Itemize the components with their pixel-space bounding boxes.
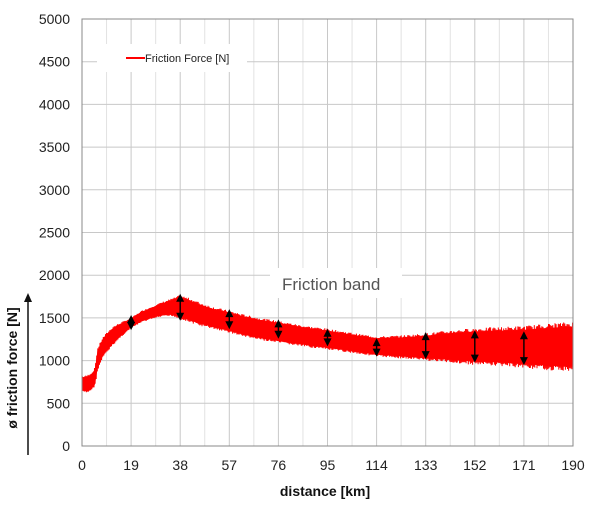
- grid-lines: [81, 18, 574, 447]
- band-arrow-head-up: [519, 331, 528, 340]
- friction-trace: [81, 295, 574, 393]
- x-tick-label: 152: [463, 457, 487, 473]
- x-tick-label: 19: [123, 457, 139, 473]
- band-arrow-head-down: [372, 348, 381, 357]
- x-tick-label: 76: [271, 457, 287, 473]
- x-tick-label: 190: [561, 457, 585, 473]
- band-arrow-head-up: [225, 309, 234, 318]
- x-axis-title: distance [km]: [280, 483, 370, 499]
- band-arrow: [519, 331, 528, 366]
- band-arrow: [421, 332, 430, 360]
- annotation-box: [270, 268, 402, 298]
- y-tick-label: 2500: [39, 225, 70, 241]
- y-tick-labels: 0 500 1000 1500 2000 2500 3000 3500 4000 4500 5000: [39, 11, 70, 454]
- band-arrow-head-down: [176, 312, 185, 321]
- band-arrow-head-up: [421, 332, 430, 341]
- band-arrow: [176, 293, 185, 321]
- y-tick-label: 3000: [39, 182, 70, 198]
- band-arrow-head-down: [127, 322, 136, 331]
- y-tick-label: 1500: [39, 310, 70, 326]
- y-tick-label: 3500: [39, 139, 70, 155]
- band-arrow-head-up: [470, 330, 479, 339]
- legend-box: [97, 44, 247, 72]
- band-arrow-head-up: [274, 319, 283, 328]
- band-arrows: [127, 293, 528, 366]
- band-arrow: [127, 315, 136, 331]
- band-arrow-head-down: [421, 351, 430, 360]
- y-axis-title: ø friction force [N]: [4, 307, 20, 428]
- y-tick-label: 5000: [39, 11, 70, 27]
- band-arrow-head-down: [225, 321, 234, 330]
- x-tick-label: 57: [222, 457, 238, 473]
- band-arrow-head-up: [323, 328, 332, 337]
- band-arrow: [470, 330, 479, 363]
- band-arrow-head-down: [519, 357, 528, 366]
- plot-frame: [81, 18, 574, 447]
- x-tick-label: 114: [365, 457, 388, 473]
- band-arrow-head-up: [176, 293, 185, 302]
- y-tick-label: 4500: [39, 54, 70, 70]
- band-arrow: [274, 319, 283, 339]
- y-tick-label: 500: [47, 395, 71, 411]
- y-tick-label: 1000: [39, 353, 70, 369]
- legend-label: Friction Force [N]: [145, 53, 229, 65]
- y-tick-label: 0: [62, 438, 70, 454]
- x-tick-label: 0: [78, 457, 86, 473]
- y-title-arrow-head: [24, 293, 32, 302]
- x-tick-label: 171: [512, 457, 536, 473]
- x-tick-label: 133: [414, 457, 438, 473]
- x-tick-label: 95: [320, 457, 336, 473]
- friction-band-annotation: Friction band: [282, 275, 380, 294]
- band-arrow-head-up: [372, 338, 381, 347]
- y-tick-label: 2000: [39, 267, 70, 283]
- y-tick-label: 4000: [39, 96, 70, 112]
- legend: Friction Force [N]: [97, 44, 247, 72]
- x-tick-label: 38: [172, 457, 188, 473]
- band-arrow-head-up: [127, 315, 136, 324]
- band-arrow-head-down: [323, 338, 332, 347]
- band-arrow: [225, 309, 234, 330]
- band-arrow: [323, 328, 332, 347]
- band-arrow-head-down: [470, 354, 479, 363]
- band-arrow: [372, 338, 381, 357]
- x-tick-labels: 0 19 38 57 76 95 114 133 152 171 190: [78, 457, 585, 473]
- band-arrow-head-down: [274, 330, 283, 339]
